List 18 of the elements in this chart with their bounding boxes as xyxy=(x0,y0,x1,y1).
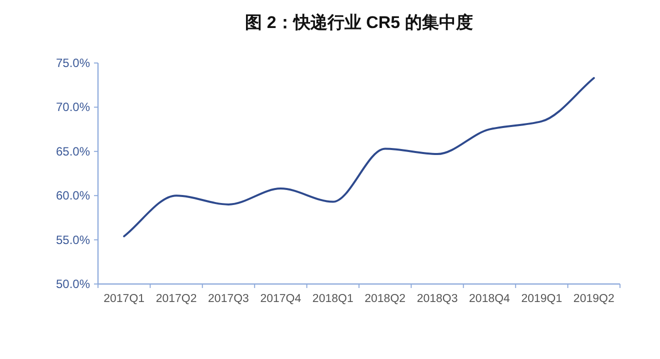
x-tick-label: 2018Q4 xyxy=(469,293,511,305)
line-series xyxy=(123,77,595,238)
x-tick-label: 2017Q4 xyxy=(260,293,302,305)
y-tick-label: 60.0% xyxy=(56,188,90,203)
y-tick-label: 75.0% xyxy=(56,56,90,70)
y-tick-label: 65.0% xyxy=(56,144,90,158)
y-tick-label: 55.0% xyxy=(56,232,90,247)
x-tick-label: 2017Q1 xyxy=(104,293,145,305)
x-tick-label: 2019Q1 xyxy=(521,293,562,305)
x-tick-label: 2018Q3 xyxy=(416,293,458,305)
y-tick-label: 50.0% xyxy=(56,277,90,291)
chart-title: 图 2：快递行业 CR5 的集中度 xyxy=(245,13,473,32)
x-tick-label: 2018Q1 xyxy=(312,293,354,305)
x-tick-label: 2017Q2 xyxy=(156,293,197,305)
x-tick-label: 2017Q3 xyxy=(208,293,249,305)
x-tick-label: 2018Q2 xyxy=(364,293,406,305)
x-tick-label: 2019Q2 xyxy=(573,293,614,305)
y-tick-label: 70.0% xyxy=(56,100,90,114)
